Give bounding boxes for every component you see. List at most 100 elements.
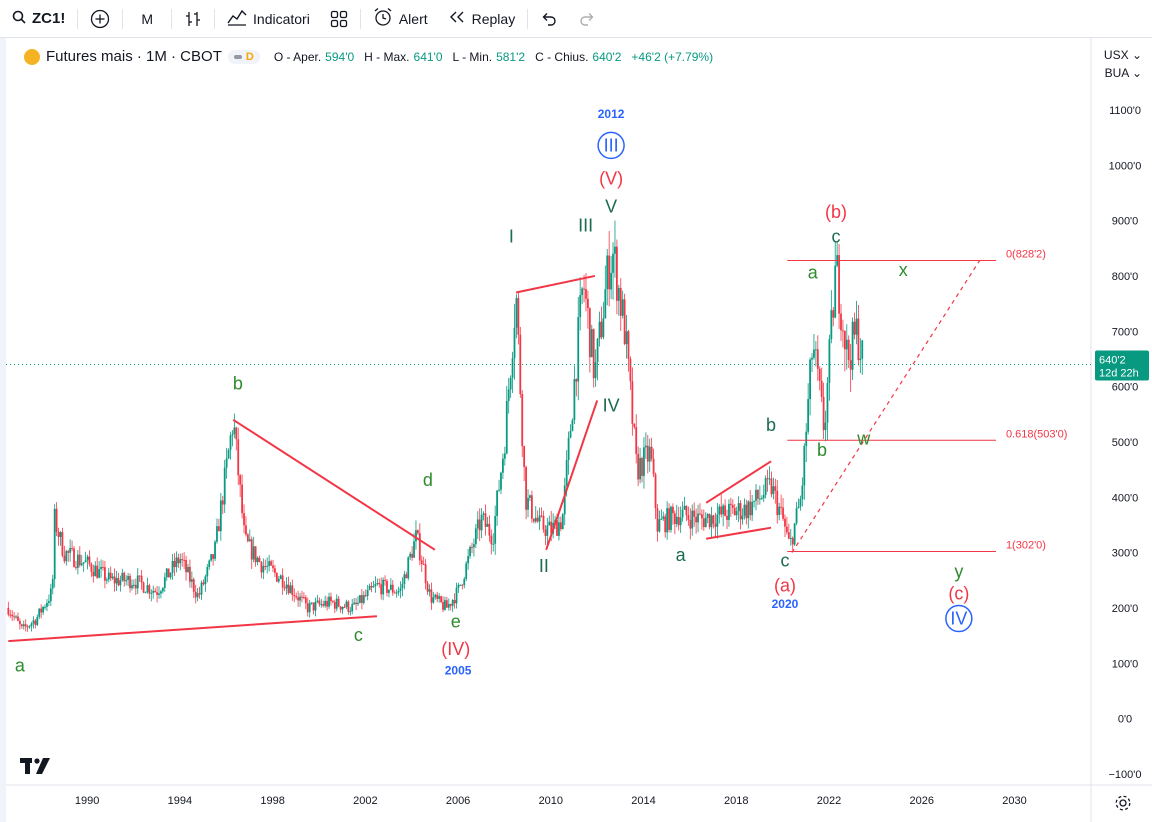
candle-body [733, 507, 736, 516]
candle-body [179, 559, 182, 564]
candle-body [507, 389, 510, 401]
interval-button[interactable]: M [125, 0, 169, 38]
candles-group [7, 220, 864, 632]
candle-body [683, 505, 686, 510]
candle-body [579, 295, 582, 318]
settings-gear-icon[interactable] [1114, 794, 1132, 817]
tradingview-logo-icon[interactable] [20, 756, 52, 781]
trendline [515, 274, 596, 294]
candle-body [505, 400, 508, 454]
ohlc-values: O - Aper. 594'0 H - Max. 641'0 L - Min. 581… [274, 50, 713, 64]
wave-label: V [605, 196, 617, 216]
redo-button[interactable] [568, 0, 606, 38]
alert-button[interactable]: Alert [363, 0, 438, 38]
candle-body [200, 582, 203, 595]
y-tick-label: 300'0 [1112, 548, 1139, 560]
top-toolbar: ZC1! M Indicatori Alert Replay [0, 0, 1152, 38]
candle-body [608, 255, 611, 290]
y-tick-label: 100'0 [1112, 658, 1139, 670]
candle-body [558, 522, 560, 536]
chart-background [6, 38, 1152, 822]
candle-body [704, 517, 707, 528]
candle-body [776, 490, 779, 516]
candle-body [44, 606, 46, 608]
candle-body [129, 575, 131, 589]
candle-body [728, 503, 730, 520]
candle-body [438, 596, 441, 599]
candle-body [735, 511, 738, 516]
candle-body [146, 585, 149, 593]
y-tick-label: 400'0 [1112, 492, 1139, 504]
wave-label: 2020 [772, 597, 799, 611]
candle-body [401, 584, 404, 589]
candle-body [621, 299, 624, 316]
candle-body [428, 589, 431, 592]
layouts-button[interactable] [320, 0, 358, 38]
high-value: 641'0 [413, 49, 443, 64]
candle-body [459, 584, 462, 586]
candle-body [644, 445, 647, 448]
candle-body [372, 586, 375, 588]
candle-body [132, 584, 135, 586]
chart-type-button[interactable] [174, 0, 212, 38]
candle-body [712, 515, 715, 524]
candle-body [602, 318, 605, 338]
candle-body [820, 380, 823, 397]
candle-body [59, 532, 62, 538]
candle-body [134, 584, 137, 589]
candle-body [283, 587, 286, 589]
candle-body [646, 445, 649, 462]
y-tick-label: 700'0 [1112, 326, 1139, 338]
currency-select[interactable]: USX ⌄ [1104, 46, 1142, 64]
candle-body [726, 515, 728, 520]
candle-body [115, 578, 118, 584]
candle-body [355, 602, 357, 605]
candle-body [24, 624, 27, 627]
candle-body [171, 561, 174, 573]
symbol-search-button[interactable]: ZC1! [0, 0, 75, 38]
candle-body [718, 506, 721, 515]
candle-body [279, 575, 282, 579]
candle-body [84, 560, 87, 563]
candle-body [861, 340, 864, 359]
candle-body [117, 578, 120, 586]
data-source-badge[interactable]: D [227, 49, 260, 64]
candle-body [606, 255, 609, 290]
candle-body [94, 565, 97, 577]
candle-body [111, 576, 114, 579]
candle-body [834, 265, 837, 318]
candle-body [63, 555, 66, 562]
candle-body [370, 586, 373, 588]
candle-body [687, 515, 690, 520]
y-tick-label: 1100'0 [1109, 105, 1141, 117]
replay-button[interactable]: Replay [438, 0, 526, 38]
legend-title[interactable]: Futures mais · 1M · CBOT [46, 48, 222, 65]
compare-symbol-button[interactable] [80, 0, 120, 38]
undo-button[interactable] [530, 0, 568, 38]
indicators-button[interactable]: Indicatori [217, 0, 320, 38]
candle-body [384, 579, 386, 581]
candle-body [629, 358, 632, 382]
price-chart[interactable]: 1100'0 1000'0 900'0 800'0 700'0 600'0 500'0 400… [6, 38, 1152, 822]
candle-body [484, 513, 487, 527]
candle-body [49, 588, 52, 602]
candle-body [413, 541, 415, 558]
candle-body [362, 595, 365, 603]
rewind-icon [448, 10, 466, 27]
candle-body [762, 494, 765, 499]
candle-body [299, 596, 301, 601]
candle-body [256, 557, 259, 563]
candle-body [565, 460, 568, 486]
candle-body [639, 458, 641, 480]
close-value: 640'2 [592, 49, 622, 64]
candle-body [722, 505, 725, 515]
candle-body [585, 289, 587, 299]
candle-body [656, 508, 659, 532]
unit-select[interactable]: BUA ⌄ [1104, 64, 1142, 82]
chart-area[interactable]: 1100'0 1000'0 900'0 800'0 700'0 600'0 500'0 400… [0, 38, 1152, 822]
divider [214, 8, 216, 29]
candle-body [32, 620, 35, 624]
candle-body [587, 298, 589, 309]
candle-body [625, 331, 628, 345]
candle-body [202, 582, 205, 585]
